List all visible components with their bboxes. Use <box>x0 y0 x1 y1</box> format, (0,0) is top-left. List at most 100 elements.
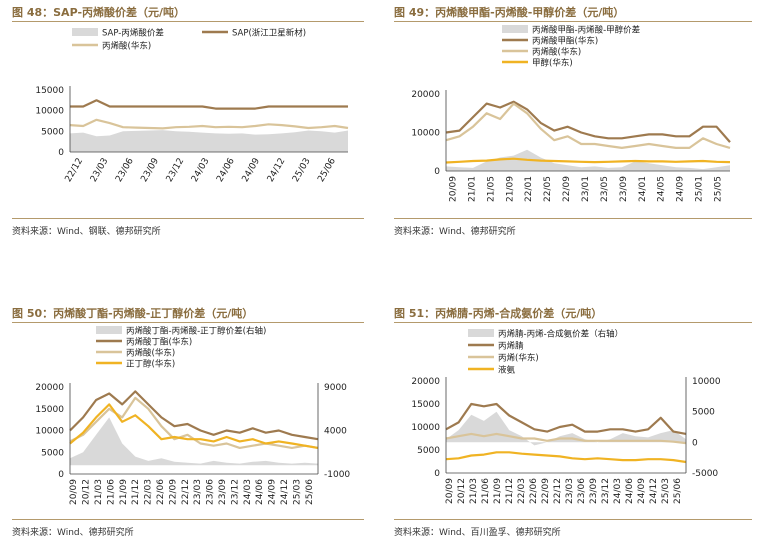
line-series <box>445 102 731 150</box>
legend-label: 丙烯腈-丙烯-合成氨价差（右轴） <box>498 329 623 340</box>
line-series <box>445 157 731 164</box>
x-tick-label: 25/03 <box>292 479 302 505</box>
legend-swatch <box>96 326 122 334</box>
y-tick-label: 5000 <box>41 127 64 137</box>
y2-tick-label: 4000 <box>324 427 347 437</box>
line-series <box>69 390 319 441</box>
x-tick-label: 22/06 <box>529 478 539 504</box>
legend-label: 丙烯腈 <box>498 341 524 352</box>
line-series <box>70 99 348 110</box>
x-tick-label: 25/03 <box>291 157 313 184</box>
legend-label: 丙烯酸丁酯(华东) <box>126 337 192 348</box>
area-series <box>446 411 686 446</box>
x-tick-label: 23/12 <box>230 479 240 505</box>
x-tick-label: 21/12 <box>505 478 515 504</box>
title-divider <box>12 21 364 22</box>
source-divider <box>394 519 752 520</box>
line-series <box>445 432 687 445</box>
x-tick-label: 23/12 <box>165 157 187 184</box>
x-tick-label: 23/01 <box>581 176 591 202</box>
y2-tick-label: 5000 <box>692 408 715 418</box>
panel-50: 图 50：丙烯酸丁酯-丙烯酸-正丁醇价差（元/吨） 丙烯酸丁酯-丙烯酸-正丁醇价… <box>12 305 364 541</box>
x-tick-label: 20/09 <box>445 478 455 504</box>
legend-label: 丙烯酸(华东) <box>126 348 175 359</box>
x-tick-label: 23/03 <box>565 478 575 504</box>
x-tick-label: 24/03 <box>243 479 253 505</box>
source-divider <box>394 218 752 219</box>
title-divider <box>12 322 364 323</box>
chart-source: 资料来源：Wind、德邦研究所 <box>12 528 134 538</box>
x-tick-label: 23/12 <box>601 478 611 504</box>
chart-source: 资料来源：Wind、百川盈孚、德邦研究所 <box>394 528 561 538</box>
x-tick-label: 24/09 <box>637 478 647 504</box>
title-divider <box>394 21 752 22</box>
x-tick-label: 24/03 <box>613 478 623 504</box>
x-tick-label: 24/03 <box>190 157 212 184</box>
x-tick-label: 20/12 <box>82 479 92 505</box>
line-series <box>445 100 731 143</box>
y-tick-label: 20000 <box>35 383 64 393</box>
x-tick-label: 23/05 <box>600 176 610 202</box>
chart-source: 资料来源：Wind、钢联、德邦研究所 <box>12 227 161 237</box>
x-tick-label: 24/09 <box>241 156 263 184</box>
x-tick-label: 21/09 <box>493 478 503 504</box>
area-series <box>70 130 348 152</box>
chart-svg: SAP-丙烯酸价差 SAP(浙江卫星新材) 丙烯酸(华东) 0 5000 10000 150… <box>35 28 349 184</box>
source-divider <box>12 218 364 219</box>
y2-tick-label: -1000 <box>324 470 350 480</box>
y-tick-label: 5000 <box>417 446 440 456</box>
x-tick-label: 22/09 <box>562 176 572 202</box>
x-tick-label: 22/01 <box>524 176 534 202</box>
x-tick-label: 24/06 <box>625 478 635 504</box>
legend-label: 丙烯酸甲酯(华东) <box>532 36 598 47</box>
x-tick-label: 21/09 <box>505 176 515 202</box>
x-tick-label: 23/09 <box>619 176 629 202</box>
line-series <box>445 451 687 464</box>
x-tick-label: 23/03 <box>193 479 203 505</box>
x-tick-label: 23/03 <box>89 157 111 184</box>
x-tick-label: 22/09 <box>168 479 178 505</box>
x-tick-label: 23/06 <box>206 479 216 505</box>
x-tick-label: 22/12 <box>64 157 86 184</box>
x-tick-label: 22/03 <box>144 479 154 505</box>
x-tick-label: 25/03 <box>661 478 671 504</box>
y-tick-label: 10000 <box>411 129 440 139</box>
x-tick-label: 21/06 <box>481 478 491 504</box>
y2-tick-label: -5000 <box>692 469 718 479</box>
x-tick-label: 21/12 <box>131 479 141 505</box>
x-tick-label: 23/09 <box>218 479 228 505</box>
x-tick-label: 21/03 <box>94 479 104 505</box>
x-tick-label: 23/09 <box>589 478 599 504</box>
x-tick-label: 25/05 <box>714 176 724 202</box>
panel-48: 图 48：SAP-丙烯酸价差（元/吨） SAP-丙烯酸价差 SAP(浙江卫星新材)… <box>12 4 364 240</box>
chart-title: 图 48：SAP-丙烯酸价差（元/吨） <box>12 6 186 19</box>
x-tick-label: 25/06 <box>316 156 338 184</box>
x-tick-label: 23/06 <box>114 156 136 184</box>
chart-title: 图 51：丙烯腈-丙烯-合成氨价差（元/吨） <box>394 307 603 320</box>
x-tick-label: 21/01 <box>467 176 477 202</box>
y-tick-label: 20000 <box>411 90 440 100</box>
x-tick-label: 24/05 <box>657 176 667 202</box>
y2-tick-label: 9000 <box>324 383 347 393</box>
y-tick-label: 15000 <box>35 86 64 96</box>
x-tick-label: 22/03 <box>517 478 527 504</box>
x-tick-label: 21/09 <box>119 479 129 505</box>
x-tick-label: 25/06 <box>673 478 683 504</box>
y-tick-label: 0 <box>434 469 440 479</box>
x-tick-label: 24/01 <box>638 176 648 202</box>
y-tick-label: 15000 <box>411 400 440 410</box>
y-tick-label: 0 <box>434 167 440 177</box>
chart-svg: 丙烯酸丁酯-丙烯酸-正丁醇价差(右轴)丙烯酸丁酯(华东)丙烯酸(华东)正丁醇(华… <box>35 326 350 505</box>
y2-tick-label: 0 <box>692 438 698 448</box>
x-tick-label: 23/06 <box>577 478 587 504</box>
y-tick-label: 15000 <box>35 405 64 415</box>
y-tick-label: 20000 <box>411 377 440 387</box>
y2-tick-label: 10000 <box>692 377 721 387</box>
x-tick-label: 22/12 <box>181 479 191 505</box>
y-tick-label: 10000 <box>35 107 64 117</box>
legend-label: 丙烯(华东) <box>498 353 539 364</box>
x-tick-label: 24/12 <box>266 157 288 184</box>
chart-source: 资料来源：Wind、德邦研究所 <box>394 227 516 237</box>
x-tick-label: 20/09 <box>448 176 458 202</box>
legend-label: 丙烯酸丁酯-丙烯酸-正丁醇价差(右轴) <box>126 326 266 337</box>
